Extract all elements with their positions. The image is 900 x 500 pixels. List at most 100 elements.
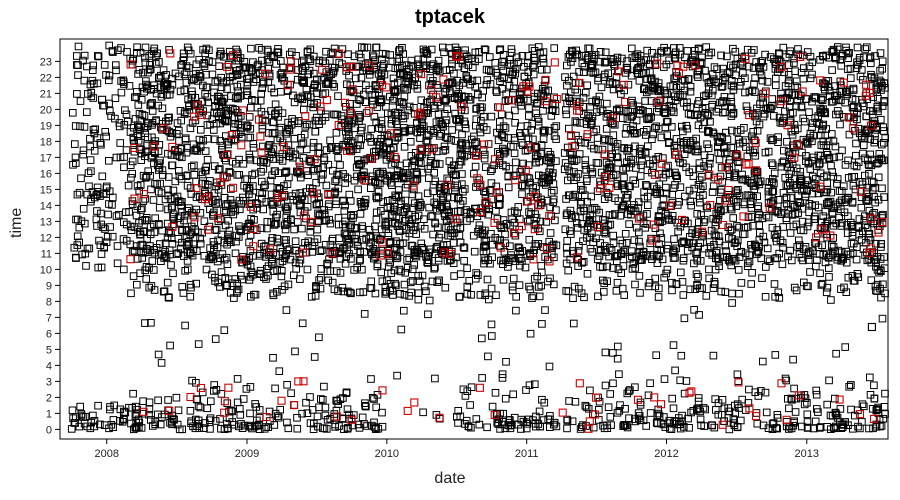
data-point bbox=[563, 61, 571, 70]
data-point bbox=[378, 422, 387, 431]
data-point bbox=[805, 208, 813, 217]
data-point bbox=[270, 421, 279, 429]
data-point bbox=[284, 280, 293, 289]
data-point bbox=[827, 161, 835, 170]
data-point bbox=[814, 151, 823, 160]
data-point bbox=[731, 401, 739, 410]
data-point bbox=[154, 410, 162, 419]
data-point bbox=[117, 88, 126, 97]
data-point bbox=[589, 128, 598, 136]
data-point bbox=[425, 81, 433, 90]
data-point bbox=[379, 170, 387, 178]
data-point bbox=[410, 161, 419, 170]
data-point bbox=[116, 139, 125, 147]
data-point bbox=[235, 196, 244, 205]
data-point bbox=[395, 45, 404, 54]
data-point bbox=[599, 421, 607, 430]
data-point bbox=[540, 128, 548, 137]
data-point bbox=[277, 272, 286, 281]
data-point bbox=[527, 126, 536, 134]
data-point bbox=[525, 174, 534, 183]
data-point bbox=[546, 229, 555, 237]
data-point bbox=[271, 100, 280, 109]
data-point bbox=[633, 54, 642, 63]
data-point bbox=[687, 201, 696, 210]
data-point bbox=[260, 425, 269, 433]
data-point bbox=[487, 112, 496, 121]
data-point bbox=[330, 247, 339, 255]
data-point bbox=[500, 133, 508, 141]
data-point bbox=[708, 70, 717, 79]
data-point bbox=[770, 112, 778, 120]
data-point bbox=[572, 155, 581, 164]
data-point bbox=[390, 266, 399, 275]
data-point bbox=[178, 153, 186, 162]
data-point bbox=[603, 262, 612, 271]
data-point bbox=[141, 58, 150, 67]
data-point bbox=[498, 374, 507, 382]
data-point bbox=[433, 81, 441, 89]
data-point bbox=[135, 66, 144, 74]
data-point bbox=[347, 86, 356, 95]
data-point bbox=[653, 245, 661, 254]
data-point bbox=[857, 235, 866, 244]
data-point bbox=[583, 197, 591, 206]
data-point bbox=[77, 174, 85, 183]
data-point bbox=[606, 390, 615, 398]
data-point bbox=[322, 47, 330, 56]
data-point bbox=[177, 202, 185, 210]
data-point bbox=[275, 125, 284, 134]
data-point bbox=[408, 204, 417, 212]
data-point bbox=[255, 406, 264, 414]
data-point bbox=[431, 250, 440, 258]
data-point bbox=[876, 49, 885, 57]
data-point bbox=[210, 387, 218, 395]
data-point bbox=[270, 221, 279, 229]
data-point bbox=[785, 425, 793, 433]
data-point bbox=[829, 137, 838, 146]
data-point bbox=[668, 286, 676, 295]
data-point bbox=[822, 288, 831, 297]
data-point bbox=[246, 262, 255, 271]
data-point bbox=[854, 422, 862, 431]
data-point bbox=[735, 82, 744, 90]
data-point bbox=[531, 210, 539, 218]
data-point bbox=[373, 167, 381, 176]
data-point bbox=[829, 243, 838, 251]
data-point bbox=[278, 138, 287, 147]
data-point bbox=[177, 116, 185, 125]
data-point bbox=[872, 83, 881, 92]
data-point bbox=[822, 125, 831, 133]
data-point bbox=[209, 255, 217, 263]
data-point bbox=[560, 165, 569, 174]
data-point bbox=[183, 43, 192, 52]
data-point bbox=[372, 208, 381, 217]
data-point bbox=[482, 163, 490, 171]
data-point bbox=[581, 161, 590, 169]
data-point bbox=[569, 294, 577, 302]
data-point bbox=[438, 120, 446, 129]
data-point bbox=[282, 205, 291, 213]
data-point bbox=[607, 55, 616, 63]
data-point bbox=[157, 71, 165, 80]
data-point bbox=[838, 187, 846, 195]
data-point bbox=[624, 80, 633, 89]
data-point bbox=[86, 424, 95, 433]
data-point bbox=[770, 179, 778, 188]
data-point bbox=[372, 232, 380, 240]
data-point bbox=[94, 401, 102, 410]
data-point bbox=[313, 225, 322, 234]
data-point bbox=[505, 111, 514, 120]
data-point bbox=[446, 231, 455, 240]
data-point bbox=[604, 110, 612, 118]
data-point bbox=[731, 238, 740, 246]
data-point bbox=[519, 417, 528, 426]
data-point bbox=[576, 119, 585, 127]
data-point bbox=[128, 197, 137, 205]
data-point bbox=[743, 262, 752, 270]
data-point bbox=[208, 70, 217, 79]
data-point bbox=[101, 128, 110, 136]
data-point bbox=[628, 44, 636, 53]
data-point bbox=[776, 236, 785, 244]
data-point bbox=[843, 221, 851, 229]
